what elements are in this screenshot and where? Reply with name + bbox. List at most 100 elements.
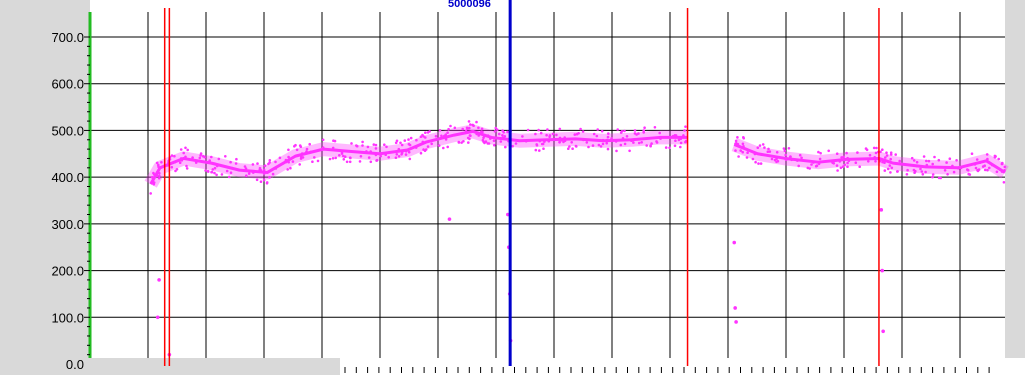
trace-point xyxy=(883,169,887,172)
trace-point xyxy=(155,161,159,165)
trace-point xyxy=(262,178,266,182)
trace-point xyxy=(419,135,423,138)
outlier-point xyxy=(881,329,885,334)
trace-point xyxy=(313,156,316,159)
trace-point xyxy=(235,157,238,161)
trace-point xyxy=(400,143,404,147)
trace-point xyxy=(541,142,545,146)
trace-point xyxy=(974,166,978,170)
trace-point xyxy=(682,134,685,137)
trace-point xyxy=(968,173,972,176)
trace-point xyxy=(994,155,997,158)
trace-point xyxy=(623,142,627,146)
trace-point xyxy=(367,156,371,159)
trace-point xyxy=(477,126,480,130)
trace-point xyxy=(179,148,183,151)
trace-point xyxy=(375,159,378,162)
trace-point xyxy=(1003,165,1007,169)
trace-point xyxy=(539,131,543,135)
trace-point xyxy=(874,160,877,163)
trace-point xyxy=(252,171,255,174)
trace-point xyxy=(395,153,399,156)
trace-point xyxy=(457,141,461,144)
trace-point xyxy=(331,146,335,150)
trace-point xyxy=(262,172,266,175)
trace-point xyxy=(645,144,648,147)
trace-point xyxy=(834,159,838,162)
trace-point xyxy=(621,137,625,140)
trace-point xyxy=(514,142,518,145)
trace-point xyxy=(653,126,657,129)
trace-point xyxy=(674,139,677,142)
trace-point xyxy=(843,163,846,167)
trace-point xyxy=(434,134,438,138)
trace-point xyxy=(449,124,452,128)
trace-point xyxy=(158,174,161,178)
trace-point xyxy=(664,146,668,149)
trace-point xyxy=(355,144,358,147)
trace-point xyxy=(428,130,431,133)
trace-point xyxy=(403,139,407,142)
trace-point xyxy=(906,168,909,172)
trace-point xyxy=(587,145,590,149)
trace-point xyxy=(784,157,787,161)
x-axis-ticks xyxy=(344,367,990,373)
trace-point xyxy=(268,161,271,164)
trace-point xyxy=(951,164,954,168)
trace-point xyxy=(783,149,787,152)
trace-point xyxy=(511,144,514,148)
trace-point xyxy=(927,159,931,163)
outlier-point xyxy=(447,217,452,221)
trace-point xyxy=(211,168,215,171)
trace-point xyxy=(650,142,653,145)
trace-point xyxy=(178,161,182,164)
trace-point xyxy=(905,173,909,176)
trace-point xyxy=(203,155,206,159)
trace-point xyxy=(640,141,643,144)
trace-point xyxy=(287,155,290,159)
trace-point xyxy=(399,141,402,145)
trace-point xyxy=(599,145,603,148)
trace-point xyxy=(503,135,507,138)
trace-point xyxy=(152,173,156,176)
trace-point xyxy=(883,161,886,164)
trace-point xyxy=(369,160,373,164)
trace-point xyxy=(262,168,266,172)
trace-point xyxy=(244,167,248,170)
trace-point xyxy=(404,153,408,156)
trace-point xyxy=(846,161,849,165)
trace-point xyxy=(737,155,740,158)
trace-point xyxy=(842,155,845,159)
trace-point xyxy=(502,131,506,134)
trace-point xyxy=(856,151,859,154)
trace-point xyxy=(383,143,386,146)
trace-point xyxy=(600,129,604,133)
trace-point xyxy=(889,153,893,156)
trace-point xyxy=(462,140,465,143)
trace-point xyxy=(442,146,445,150)
trace-point xyxy=(442,134,446,138)
trace-point xyxy=(819,151,822,155)
trace-point xyxy=(607,132,610,135)
trace-point xyxy=(394,141,398,145)
trace-point xyxy=(677,138,681,142)
trace-point xyxy=(170,154,174,157)
trace-point xyxy=(467,141,470,144)
trace-point xyxy=(592,132,596,136)
trace-point xyxy=(217,157,221,161)
trace-point xyxy=(889,171,892,174)
trace-point xyxy=(924,170,927,174)
trace-point xyxy=(400,153,403,156)
trace-point xyxy=(369,150,373,153)
trace-point xyxy=(265,182,269,185)
outlier-point xyxy=(734,320,738,324)
trace-point xyxy=(838,160,842,163)
trace-point xyxy=(311,160,314,163)
trace-point xyxy=(746,151,749,154)
trace-point xyxy=(839,166,843,170)
trace-point xyxy=(643,126,646,129)
trace-point xyxy=(858,165,861,168)
trace-point xyxy=(182,151,185,155)
trace-point xyxy=(170,165,174,169)
trace-point xyxy=(331,157,335,160)
